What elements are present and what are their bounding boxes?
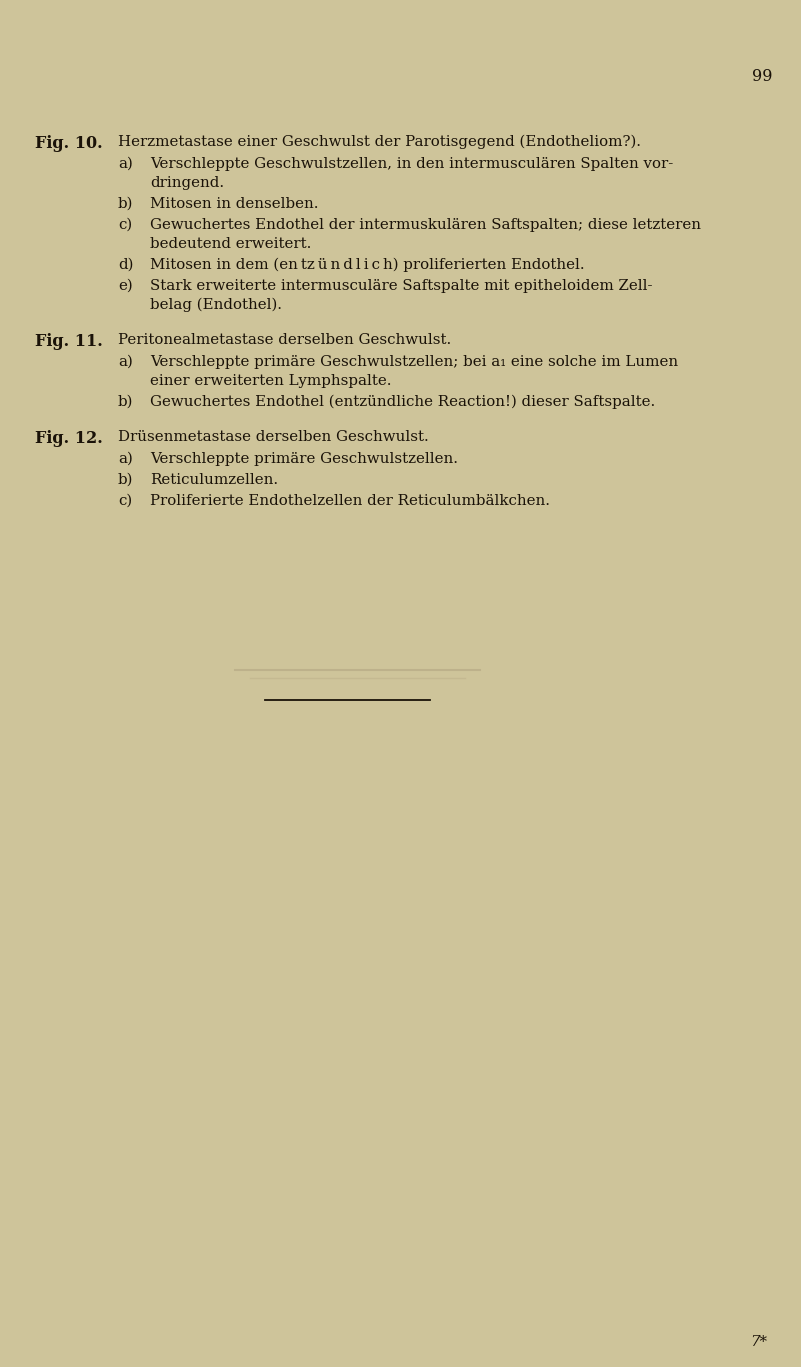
Text: e): e) <box>118 279 133 293</box>
Text: Fig. 12.: Fig. 12. <box>35 431 103 447</box>
Text: a): a) <box>118 157 133 171</box>
Text: Reticulumzellen.: Reticulumzellen. <box>150 473 278 487</box>
Text: Mitosen in denselben.: Mitosen in denselben. <box>150 197 319 211</box>
Text: Gewuchertes Endothel der intermuskulären Saftspalten; diese letzteren: Gewuchertes Endothel der intermuskulären… <box>150 217 701 232</box>
Text: Drüsenmetastase derselben Geschwulst.: Drüsenmetastase derselben Geschwulst. <box>118 431 429 444</box>
Text: b): b) <box>118 197 134 211</box>
Text: a): a) <box>118 452 133 466</box>
Text: a): a) <box>118 355 133 369</box>
Text: Fig. 10.: Fig. 10. <box>35 135 103 152</box>
Text: belag (Endothel).: belag (Endothel). <box>150 298 282 313</box>
Text: Gewuchertes Endothel (entzündliche Reaction!) dieser Saftspalte.: Gewuchertes Endothel (entzündliche React… <box>150 395 655 409</box>
Text: b): b) <box>118 395 134 409</box>
Text: Verschleppte primäre Geschwulstzellen.: Verschleppte primäre Geschwulstzellen. <box>150 452 458 466</box>
Text: Stark erweiterte intermusculäre Saftspalte mit epitheloidem Zell-: Stark erweiterte intermusculäre Saftspal… <box>150 279 653 293</box>
Text: Mitosen in dem (en tz ü n d l i c h) proliferierten Endothel.: Mitosen in dem (en tz ü n d l i c h) pro… <box>150 258 585 272</box>
Text: c): c) <box>118 493 132 509</box>
Text: Herzmetastase einer Geschwulst der Parotisgegend (Endotheliom?).: Herzmetastase einer Geschwulst der Parot… <box>118 135 641 149</box>
Text: 7*: 7* <box>750 1336 767 1349</box>
Text: Verschleppte primäre Geschwulstzellen; bei a₁ eine solche im Lumen: Verschleppte primäre Geschwulstzellen; b… <box>150 355 678 369</box>
Text: dringend.: dringend. <box>150 176 224 190</box>
Text: 99: 99 <box>752 68 772 85</box>
Text: Fig. 11.: Fig. 11. <box>35 334 103 350</box>
Text: Proliferierte Endothelzellen der Reticulumbälkchen.: Proliferierte Endothelzellen der Reticul… <box>150 493 550 509</box>
Text: b): b) <box>118 473 134 487</box>
Text: Peritonealmetastase derselben Geschwulst.: Peritonealmetastase derselben Geschwulst… <box>118 334 451 347</box>
Text: bedeutend erweitert.: bedeutend erweitert. <box>150 236 312 252</box>
Text: d): d) <box>118 258 134 272</box>
Text: Verschleppte Geschwulstzellen, in den intermusculären Spalten vor-: Verschleppte Geschwulstzellen, in den in… <box>150 157 674 171</box>
Text: einer erweiterten Lymphspalte.: einer erweiterten Lymphspalte. <box>150 375 392 388</box>
Text: c): c) <box>118 217 132 232</box>
